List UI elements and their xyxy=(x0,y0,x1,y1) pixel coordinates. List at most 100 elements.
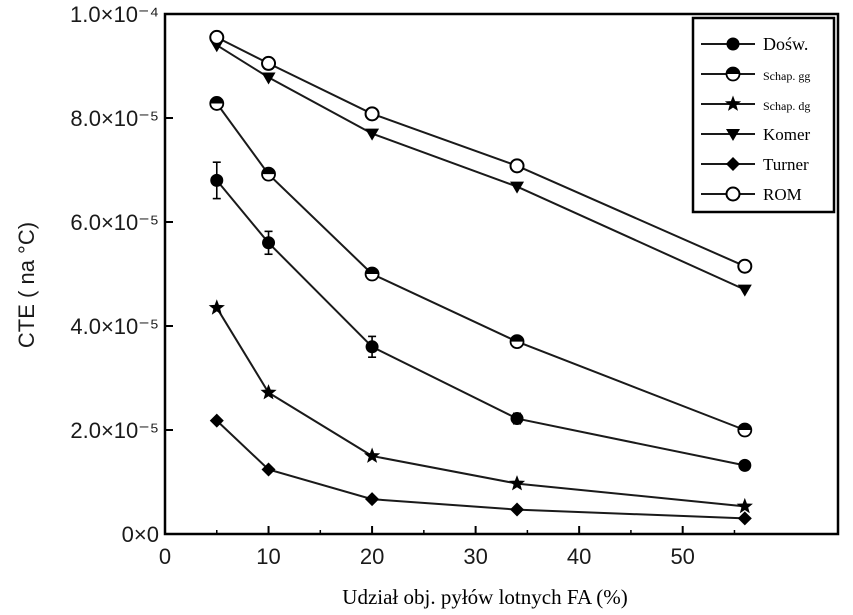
series-line xyxy=(216,179,746,467)
marker-shape xyxy=(737,284,752,297)
data-point xyxy=(260,384,277,400)
data-point xyxy=(261,166,276,182)
legend-label: Dośw. xyxy=(763,34,808,54)
marker-fill xyxy=(262,167,276,175)
data-point xyxy=(510,181,525,194)
data-point xyxy=(364,447,381,463)
x-tick-label: 10 xyxy=(256,544,280,569)
y-tick-label: 4.0×10⁻⁵ xyxy=(70,314,159,339)
data-point xyxy=(209,413,224,428)
series-line xyxy=(216,419,745,520)
series-3 xyxy=(209,40,752,297)
series-layer xyxy=(208,29,753,526)
legend-marker xyxy=(725,186,741,202)
data-point xyxy=(509,334,525,350)
marker-shape xyxy=(726,157,740,171)
marker-shape xyxy=(510,412,524,426)
x-tick-label: 50 xyxy=(670,544,694,569)
x-tick-label: 40 xyxy=(567,544,591,569)
marker-fill xyxy=(726,67,740,74)
x-tick-label: 30 xyxy=(463,544,487,569)
y-tick-label: 2.0×10⁻⁵ xyxy=(70,418,159,443)
marker-shape xyxy=(209,29,225,45)
data-point xyxy=(737,511,752,526)
marker-shape xyxy=(365,128,380,141)
data-point xyxy=(209,29,225,45)
marker-fill xyxy=(510,335,524,342)
x-axis-label: Udział obj. pyłów lotnych FA (%) xyxy=(342,585,627,609)
x-tick-label: 20 xyxy=(360,544,384,569)
data-point xyxy=(737,422,753,438)
legend-entry: ROM xyxy=(701,185,802,204)
series-line xyxy=(216,36,746,268)
marker-shape xyxy=(210,173,224,187)
plot-border xyxy=(163,12,840,536)
marker-shape xyxy=(365,340,379,354)
data-point xyxy=(261,72,276,85)
marker-shape xyxy=(510,502,525,517)
marker-shape xyxy=(261,55,277,71)
marker-shape xyxy=(736,497,753,514)
marker-fill xyxy=(365,267,379,274)
data-point xyxy=(737,284,752,297)
marker-shape xyxy=(737,258,753,274)
legend-label: ROM xyxy=(763,185,802,204)
legend: Dośw. Schap. gg Schap. dg Komer Turner ROM xyxy=(691,16,836,214)
data-point xyxy=(262,236,276,250)
legend-entry: Dośw. xyxy=(701,34,808,54)
legend-entry: Komer xyxy=(701,125,811,144)
series-0 xyxy=(210,161,752,472)
data-point xyxy=(365,492,380,507)
data-point xyxy=(364,266,380,282)
legend-label: Komer xyxy=(763,125,811,144)
data-point xyxy=(509,158,525,174)
series-2 xyxy=(208,299,753,514)
marker-shape xyxy=(510,181,525,194)
marker-shape xyxy=(262,236,276,250)
marker-shape xyxy=(724,95,742,111)
legend-box xyxy=(691,16,836,214)
legend-marker xyxy=(726,37,740,51)
y-tick-label: 8.0×10⁻⁵ xyxy=(70,106,159,131)
y-tick-label: 6.0×10⁻⁵ xyxy=(70,210,159,235)
data-point xyxy=(365,340,379,354)
marker-shape xyxy=(737,511,752,526)
marker-fill xyxy=(210,96,224,104)
data-point xyxy=(736,497,753,514)
marker-shape xyxy=(261,462,276,477)
marker-shape xyxy=(509,158,525,174)
legend-marker xyxy=(726,129,740,141)
legend-entry: Turner xyxy=(701,155,809,174)
marker-shape xyxy=(209,413,224,428)
marker-shape xyxy=(725,186,741,202)
legend-label: Schap. dg xyxy=(763,99,810,113)
legend-marker xyxy=(725,66,741,82)
marker-shape xyxy=(738,458,752,472)
series-1 xyxy=(209,96,753,438)
data-point xyxy=(210,173,224,187)
legend-entry: Schap. dg xyxy=(701,95,810,113)
data-point xyxy=(508,475,526,491)
marker-shape xyxy=(261,72,276,85)
marker-shape xyxy=(365,492,380,507)
legend-label: Schap. gg xyxy=(763,69,810,83)
y-tick-label: 0×0 xyxy=(122,522,159,547)
data-point xyxy=(261,462,276,477)
legend-entry: Schap. gg xyxy=(701,66,810,83)
x-tick-label: 0 xyxy=(159,544,171,569)
data-point xyxy=(737,258,753,274)
y-tick-label: 1.0×10⁻⁴ xyxy=(70,2,159,27)
series-line xyxy=(216,44,746,291)
axes: 0 10 20 30 40 50 0×0 2.0×10⁻⁵ 4.0×10⁻⁵ 6.0×10⁻⁵ 8.… xyxy=(70,2,736,569)
marker-shape xyxy=(726,37,740,51)
series-4 xyxy=(209,413,752,526)
data-point xyxy=(209,96,225,111)
data-point xyxy=(510,502,525,517)
marker-fill xyxy=(738,423,752,430)
legend-marker xyxy=(724,95,742,111)
legend-marker xyxy=(726,157,740,171)
series-5 xyxy=(209,29,753,274)
marker-shape xyxy=(260,384,277,400)
data-point xyxy=(510,412,524,426)
